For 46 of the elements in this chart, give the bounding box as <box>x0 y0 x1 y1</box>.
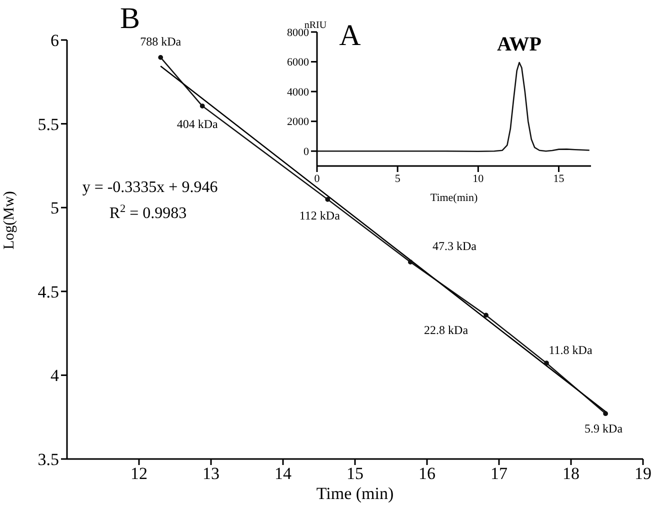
annotation: 22.8 kDa <box>424 323 469 338</box>
x-tick-label: 14 <box>274 464 292 484</box>
point <box>603 411 608 416</box>
annotation: y = -0.3335x + 9.946 <box>82 179 218 196</box>
x-tick-label: 15 <box>553 172 565 185</box>
y-tick-label: 8000 <box>287 26 310 39</box>
point <box>408 260 413 265</box>
annotation: R$^{2}$ = 0.9983 <box>109 203 187 222</box>
y-tick-label: 4.5 <box>38 282 59 302</box>
annotation: AWP <box>497 34 542 56</box>
x-tick-label: 19 <box>634 464 652 484</box>
chart-title: A <box>339 19 362 52</box>
point <box>544 360 549 366</box>
y-tick-label: 3.5 <box>38 450 59 470</box>
x-tick-label: 10 <box>472 172 484 185</box>
y-tick-label: 5 <box>50 198 59 218</box>
y-tick-label: 6 <box>50 31 59 50</box>
annotation: 788 kDa <box>140 34 182 48</box>
point <box>200 104 205 108</box>
x-axis-title: Time(min) <box>430 192 478 204</box>
y-tick-label: 6000 <box>287 56 310 69</box>
x-tick-label: 17 <box>490 464 508 484</box>
y-tick-label: 4 <box>50 366 60 386</box>
point <box>325 196 330 202</box>
annotation: 5.9 kDa <box>584 422 624 436</box>
annotation: 404 kDa <box>176 117 219 132</box>
x-tick-label: 18 <box>562 464 580 484</box>
line-series <box>317 62 590 152</box>
y-axis-title: Log(Mw) <box>1 191 18 250</box>
x-axis-title: Time (min) <box>316 484 394 503</box>
chart-title: B <box>120 2 140 35</box>
point <box>158 54 164 60</box>
x-tick-label: 0 <box>314 172 320 185</box>
annotation: 47.3 kDa <box>432 239 478 254</box>
x-tick-label: 16 <box>418 464 436 484</box>
y-tick-label: 5.5 <box>38 114 59 134</box>
x-tick-label: 13 <box>202 464 220 484</box>
y-tick-label: 4000 <box>287 86 310 98</box>
annotation: 11.8 kDa <box>548 343 593 358</box>
y-tick-label: 2000 <box>287 116 310 128</box>
x-tick-label: 12 <box>130 464 148 484</box>
point <box>484 312 488 318</box>
y-tick-label: 0 <box>304 146 310 158</box>
x-tick-label: 15 <box>346 464 364 484</box>
x-tick-label: 5 <box>394 172 401 185</box>
annotation: 112 kDa <box>299 208 341 222</box>
